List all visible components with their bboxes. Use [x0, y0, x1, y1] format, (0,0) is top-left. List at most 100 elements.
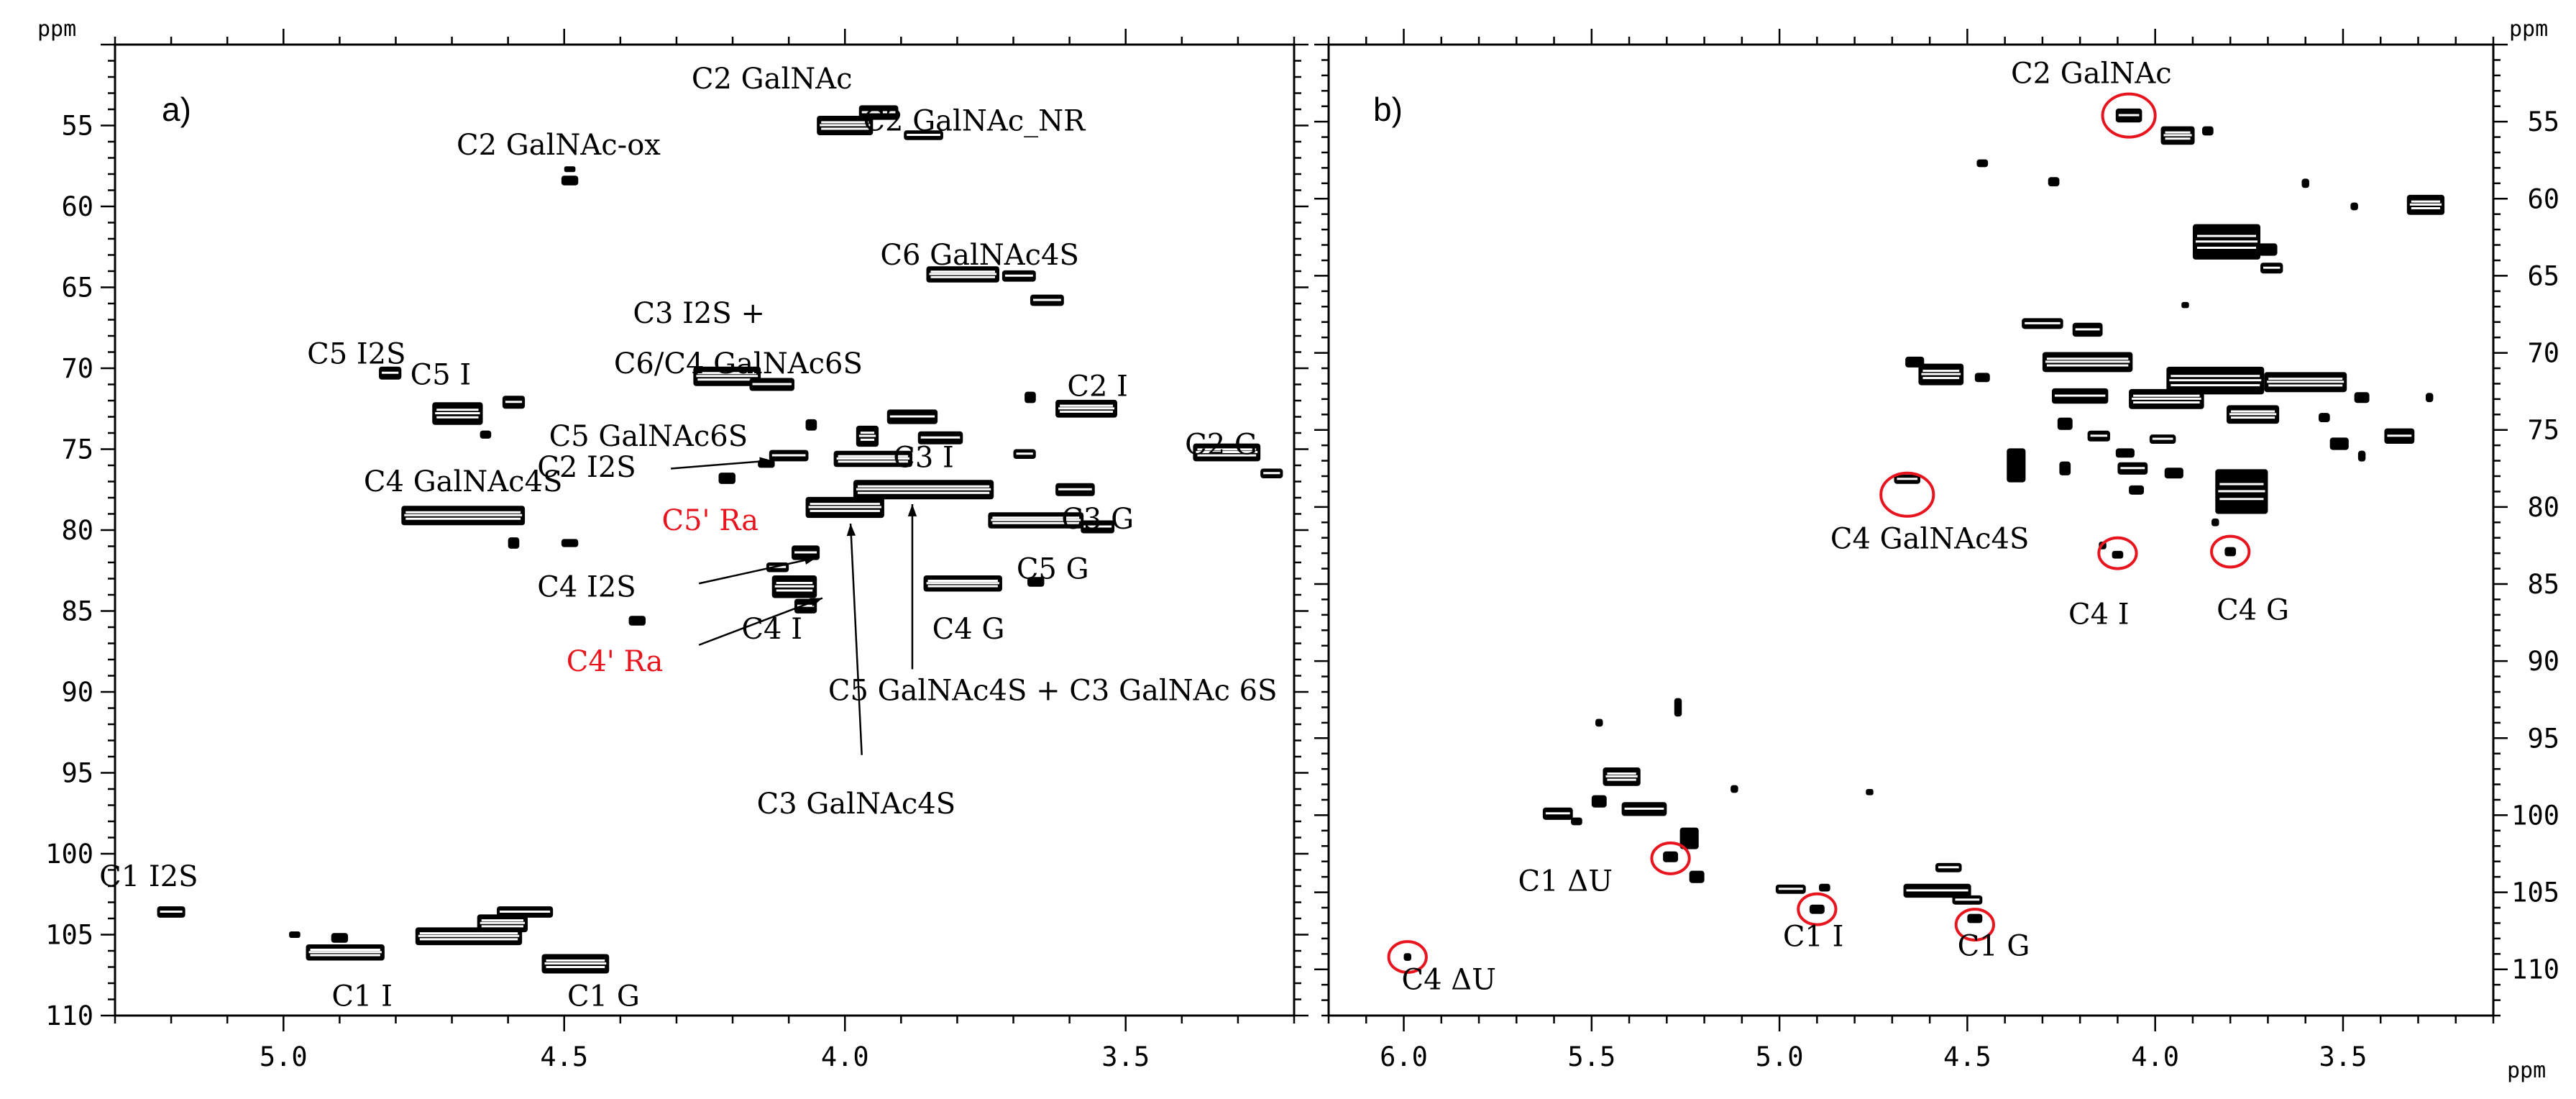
y-tick-label: 55 [2527, 106, 2559, 137]
peak-contour-ring [1058, 488, 1092, 491]
peak-contour-ring [776, 589, 813, 592]
peak-label: C1 ΔU [1518, 865, 1613, 898]
peak-contour-ring [838, 455, 908, 457]
peak-contour-ring [2218, 490, 2265, 493]
peak-contour [1809, 904, 1825, 914]
peak-contour-ring [2196, 234, 2256, 237]
peak-contour [2057, 417, 2073, 430]
panel-a: 5.0 4.5 4.0 3.5 55 60 65 70 75 80 85 90 95 100 105 110 p… [37, 17, 1308, 1072]
panel-label: b) [1373, 91, 1403, 128]
peak-contour-ring [2230, 416, 2275, 419]
peak-contour-ring [546, 959, 605, 962]
x-tick-label: 5.5 [1567, 1041, 1615, 1072]
peak-contour [2112, 550, 2124, 559]
peak-label: C4' Ra [567, 645, 664, 678]
peak-contour [2319, 413, 2330, 422]
x-tick-label: 3.5 [2319, 1041, 2368, 1072]
peak-contour-ring [1921, 373, 1961, 375]
y-tick-label: 95 [2527, 723, 2559, 754]
peak-contour-ring [2263, 266, 2281, 269]
peak-contour [1866, 789, 1874, 795]
y-tick-label: 80 [2527, 492, 2559, 523]
arrow-head [759, 457, 772, 466]
peak-label: C4 I [741, 613, 802, 646]
peak-contour-ring [2118, 114, 2140, 117]
peak-contour [289, 931, 301, 938]
annotation-arrow [671, 460, 772, 470]
highlight-circle [1954, 908, 1995, 941]
highlight-circle [2210, 534, 2251, 569]
peak-contour [2301, 178, 2309, 188]
peak-contour-ring [544, 962, 607, 965]
peak-contour-ring [435, 412, 480, 414]
peak-contour-ring [926, 582, 999, 585]
y-tick-label: 90 [2527, 646, 2559, 677]
peak-contour [2224, 547, 2237, 557]
peak-contour-ring [481, 925, 523, 928]
peak-contour-ring [2171, 375, 2260, 378]
plot-frame [1327, 43, 2495, 1017]
peak-contour-ring [1060, 410, 1113, 413]
peak-contour [2181, 301, 2189, 309]
peak-contour-ring [821, 121, 869, 124]
peak-contour-ring [405, 517, 521, 520]
peak-label: C1 I2S [99, 860, 198, 893]
peak-contour [2329, 437, 2349, 450]
peak-label: C5 GalNAc6S [549, 420, 748, 453]
peak-label: C2 I2S [537, 451, 636, 484]
peak-contour-ring [2411, 207, 2441, 209]
peak-contour [2007, 448, 2026, 483]
x-tick-label: 5.0 [260, 1041, 308, 1072]
peak-label: C2 GalNAc-ox [457, 129, 661, 162]
highlight-circle [2097, 536, 2138, 570]
y-tick-label: 60 [61, 191, 93, 222]
peak-contour-ring [1032, 298, 1061, 301]
peak-label: C2 I [1067, 370, 1128, 403]
peak-label: C5 GalNAc4S + C3 GalNAc 6S [828, 674, 1278, 707]
arrow-head [907, 504, 917, 516]
peak-contour [2164, 468, 2183, 479]
peak-contour [1974, 373, 1990, 383]
peak-contour-ring [930, 275, 995, 278]
peak-contour-ring [2046, 357, 2129, 360]
peak-contour-ring [481, 919, 523, 922]
peak-contour-ring [697, 372, 757, 375]
peak-label: C2 GalNAc [692, 63, 853, 96]
peak-contour [2202, 126, 2214, 136]
peak-contour-ring [546, 966, 605, 968]
peak-contour-ring [1197, 454, 1257, 457]
peak-contour-ring [920, 436, 961, 439]
peak-contour-ring [1545, 812, 1570, 815]
peak-contour [331, 933, 349, 943]
peak-contour [561, 175, 579, 186]
annotation-arrow [849, 523, 863, 755]
peak-contour-ring [418, 934, 520, 937]
peak-contour [1025, 391, 1036, 403]
peak-contour-ring [2054, 394, 2106, 397]
peak-contour-ring [2046, 364, 2129, 367]
peak-contour-ring [1196, 451, 1258, 453]
peak-contour [628, 616, 646, 626]
peak-contour-ring [820, 124, 871, 127]
peak-contour-ring [992, 521, 1080, 524]
y-tick-label: 85 [61, 596, 93, 627]
peak-contour-ring [2229, 413, 2277, 416]
peak-contour [2357, 450, 2366, 462]
peak-contour-ring [1922, 370, 1960, 373]
peak-label: C3 I [893, 441, 954, 474]
y-tick-label: 100 [45, 839, 93, 870]
x-tick-label: 5.0 [1756, 1041, 1804, 1072]
peak-contour-ring [857, 491, 990, 494]
peak-contour-ring [2133, 401, 2200, 403]
peak-label: C4 ΔU [1402, 964, 1496, 997]
peak-contour [1731, 785, 1738, 793]
peak-contour [1571, 817, 1582, 826]
peak-contour-ring [500, 911, 551, 913]
panel-b: 6.0 5.5 5.0 4.5 4.0 3.5 55 60 65 70 75 80 85 90 95 100 1… [1314, 17, 2559, 1083]
peak-contour-ring [1605, 775, 1638, 777]
y-tick-label: 85 [2527, 569, 2559, 600]
peak-contour-ring [1263, 472, 1280, 475]
highlight-circle [1650, 842, 1691, 875]
highlight-circle [1797, 892, 1838, 926]
peak-label: C3 G [1061, 503, 1134, 536]
